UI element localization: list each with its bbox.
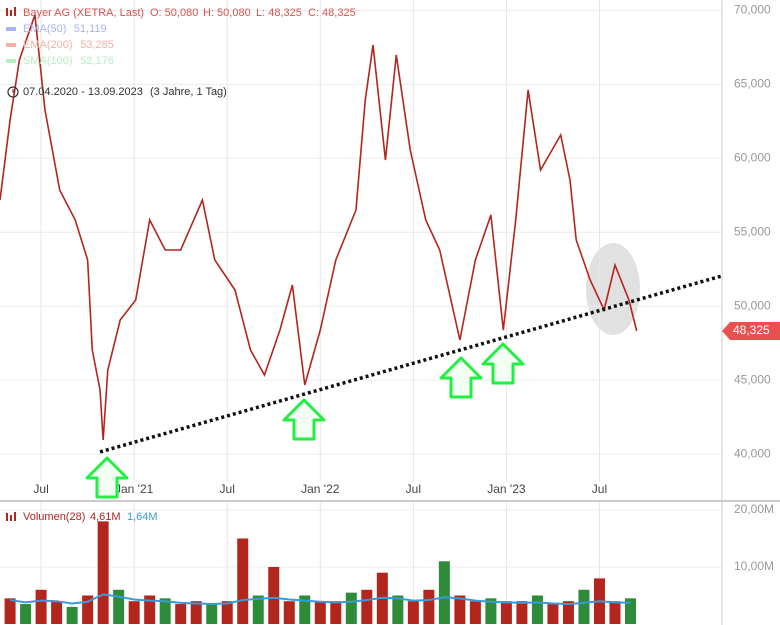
volume-bar: [469, 601, 481, 624]
icon: [6, 8, 8, 16]
y-tick-label: 20,00M: [734, 502, 774, 516]
volume-bar: [97, 521, 109, 624]
volume-bar: [578, 589, 590, 624]
volume-bar: [4, 598, 16, 624]
volume-bar: [392, 595, 404, 624]
volume-bar: [82, 595, 94, 624]
ohlc: H: 50,080: [203, 7, 251, 19]
volume-bar: [345, 592, 357, 624]
indicator-name: EMA(50): [23, 23, 66, 35]
volume-bar: [407, 601, 419, 624]
price-line: [0, 14, 638, 441]
y-tick-label: 60,000: [734, 150, 771, 164]
volume-bar: [609, 601, 621, 624]
volume-bar: [330, 601, 342, 624]
average-value: 1,64M: [127, 511, 158, 523]
volume-bar: [314, 601, 326, 624]
x-tick-label: Jan '23: [487, 482, 526, 496]
volume-bar: [51, 601, 63, 624]
indicator-value: 52,176: [80, 55, 114, 67]
y-tick-label: 50,000: [734, 298, 771, 312]
icon: [10, 10, 12, 16]
volume-bar: [624, 598, 636, 624]
volume-bar: [423, 589, 435, 624]
ohlc: O: 50,080: [150, 7, 198, 19]
volume-bar: [128, 601, 140, 624]
volume-bar: [113, 589, 125, 624]
header: Bayer AG (XETRA, Last) O: 50,080 H: 50,0…: [6, 7, 356, 523]
volume-bar: [144, 595, 156, 624]
icon: [6, 513, 8, 521]
ohlc: C: 48,325: [308, 7, 356, 19]
volume-bar: [531, 595, 543, 624]
x-tick-label: Jul: [592, 482, 607, 496]
arrows: [85, 342, 525, 499]
indicator-value: 53,285: [80, 39, 114, 51]
volume-bar: [299, 595, 311, 624]
indicator-swatch: [6, 59, 16, 63]
y-tick-label: 65,000: [734, 76, 771, 90]
icon: [14, 512, 16, 521]
y-tick-label: 40,000: [734, 446, 771, 460]
title: Bayer AG (XETRA, Last): [23, 7, 144, 19]
volume-bar: [485, 598, 497, 624]
volume-bar: [159, 598, 171, 624]
volume-bar: [516, 601, 528, 624]
last-price-label: 48,325: [733, 323, 770, 337]
volume-bar: [221, 601, 233, 624]
volume-bar: [190, 601, 202, 624]
x-tick-label: Jul: [220, 482, 235, 496]
x-tick-label: Jan '22: [301, 482, 340, 496]
volume-average: [9, 593, 631, 606]
volume-bar: [206, 604, 218, 624]
clock-icon: [7, 86, 19, 98]
period: (3 Jahre, 1 Tag): [150, 86, 227, 98]
volume-bar: [35, 589, 47, 624]
date-range: 07.04.2020 - 13.09.2023: [23, 86, 143, 98]
y-tick-label: 70,000: [734, 3, 771, 17]
x-tick-label: Jan '21: [115, 482, 154, 496]
y-tick-label: 55,000: [734, 224, 771, 238]
volume-value: 4,61M: [90, 511, 121, 523]
volume-bar: [454, 595, 466, 624]
last-price-badge: [722, 321, 780, 340]
x-tick-label: Jul: [406, 482, 421, 496]
ohlc: L: 48,325: [256, 7, 302, 19]
icon: [10, 515, 12, 521]
arrow: [282, 398, 326, 441]
volume-bar: [562, 601, 574, 624]
y-tick-label: 45,000: [734, 372, 771, 386]
indicator-swatch: [6, 43, 16, 47]
indicator-swatch: [6, 27, 16, 31]
indicator-name: SMA(100): [23, 55, 73, 67]
volume-legend: Volumen(28): [23, 511, 85, 523]
volume-bar: [268, 566, 280, 624]
indicator-value: 51,119: [74, 23, 107, 35]
clock-icon: [12, 89, 15, 93]
arrow: [85, 456, 129, 499]
indicator-name: EMA(200): [23, 39, 73, 51]
volume-bar: [438, 561, 450, 624]
volume-bar: [20, 604, 32, 624]
volume-bar: [283, 601, 295, 624]
volume-bar: [500, 601, 512, 624]
arrow: [481, 342, 525, 385]
y-tick-label: 10,00M: [734, 559, 774, 573]
volume-bar: [361, 589, 373, 624]
volume-bar: [237, 538, 249, 624]
volume-bar: [252, 595, 264, 624]
volume-bar: [547, 604, 559, 624]
arrow: [439, 356, 483, 399]
x-tick-label: Jul: [33, 482, 48, 496]
icon: [14, 7, 16, 16]
volume-bar: [175, 604, 187, 624]
volume-bar: [66, 606, 78, 624]
